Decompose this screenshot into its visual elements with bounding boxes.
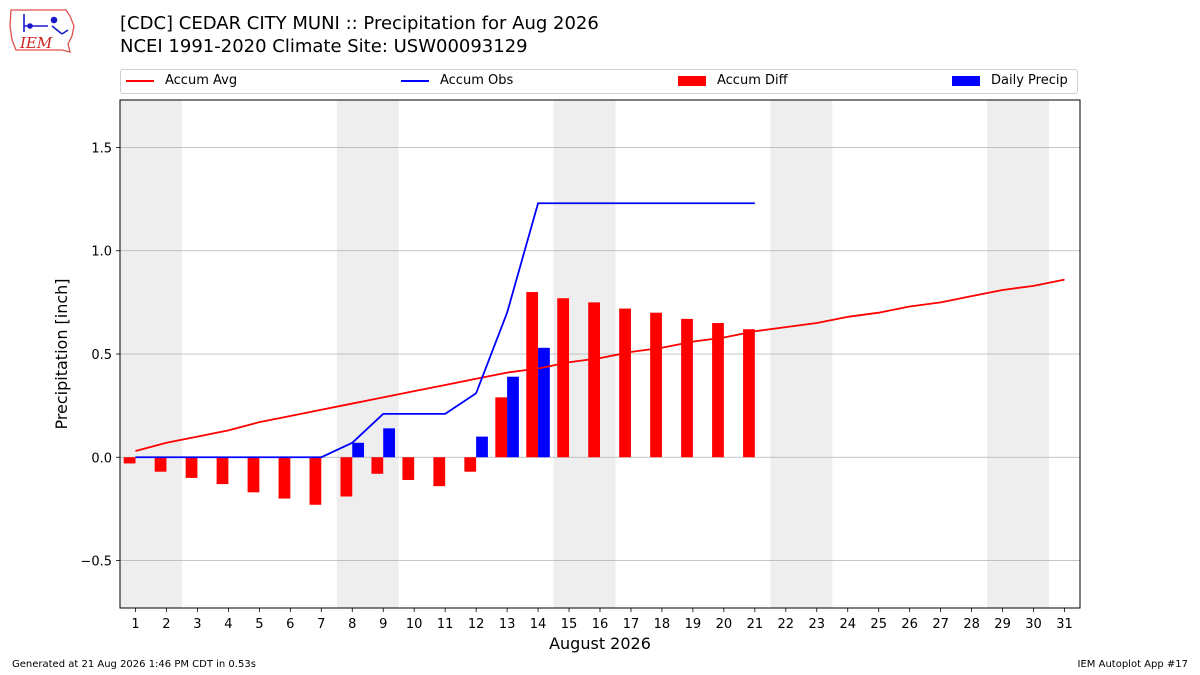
- accum-diff-bar: [185, 457, 198, 478]
- x-tick-label: 13: [499, 617, 516, 632]
- x-tick-label: 27: [932, 617, 949, 632]
- title-line-1: [CDC] CEDAR CITY MUNI :: Precipitation f…: [120, 13, 599, 34]
- x-tick-label: 25: [870, 617, 887, 632]
- app-credit: IEM Autoplot App #17: [1077, 659, 1188, 670]
- weather-station-icon: [23, 14, 69, 35]
- x-tick-label: 20: [716, 617, 733, 632]
- accum-diff-bar: [154, 457, 167, 472]
- x-tick-label: 28: [963, 617, 980, 632]
- legend-swatch-daily-precip: [952, 75, 980, 86]
- accum-diff-bar: [495, 397, 508, 458]
- x-tick-label: 3: [193, 617, 201, 632]
- x-tick-label: 31: [1056, 617, 1073, 632]
- title-line-2: NCEI 1991-2020 Climate Site: USW00093129: [120, 36, 528, 57]
- daily-precip-bar: [507, 376, 519, 458]
- x-tick-label: 18: [654, 617, 671, 632]
- legend-item-accum-avg: Accum Avg: [126, 73, 237, 88]
- accum-diff-bar: [371, 457, 384, 474]
- accum-diff-bar: [216, 457, 229, 485]
- legend-label-accum-avg: Accum Avg: [165, 73, 238, 88]
- x-tick-label: 24: [839, 617, 856, 632]
- chart-title: [CDC] CEDAR CITY MUNI :: Precipitation f…: [120, 12, 599, 58]
- y-tick-label: 1.5: [91, 141, 112, 156]
- legend-item-accum-obs: Accum Obs: [401, 73, 513, 88]
- daily-precip-bar: [538, 347, 550, 458]
- accum-diff-bar: [433, 457, 446, 487]
- accum-diff-bar: [402, 457, 415, 480]
- daily-precip-bar: [476, 436, 488, 458]
- x-tick-label: 6: [286, 617, 294, 632]
- y-tick-label: −0.5: [80, 555, 112, 570]
- accum-diff-bar: [712, 323, 724, 458]
- x-tick-label: 1: [131, 617, 139, 632]
- accum-diff-bar: [309, 457, 322, 505]
- legend-label-accum-obs: Accum Obs: [440, 73, 514, 88]
- accum-diff-bar: [526, 292, 539, 458]
- x-tick-label: 2: [162, 617, 170, 632]
- x-tick-label: 10: [406, 617, 423, 632]
- accum-diff-bar: [278, 457, 291, 499]
- x-tick-label: 29: [994, 617, 1011, 632]
- legend-swatch-accum-obs: [401, 79, 429, 82]
- accum-diff-bar: [340, 457, 353, 497]
- legend-label-accum-diff: Accum Diff: [717, 73, 788, 88]
- x-tick-label: 5: [255, 617, 263, 632]
- x-tick-label: 12: [468, 617, 485, 632]
- x-tick-label: 30: [1025, 617, 1042, 632]
- x-tick-label: 21: [747, 617, 764, 632]
- daily-precip-bar: [352, 442, 365, 458]
- y-tick-label: 0.5: [91, 348, 112, 363]
- accum-diff-bar: [650, 312, 662, 458]
- accum-diff-bar: [743, 329, 755, 458]
- x-tick-label: 4: [224, 617, 232, 632]
- accum-obs-line: [135, 202, 755, 459]
- legend-swatch-accum-avg: [126, 79, 154, 82]
- x-tick-label: 7: [317, 617, 325, 632]
- x-tick-label: 22: [778, 617, 795, 632]
- x-tick-label: 8: [348, 617, 356, 632]
- x-tick-label: 19: [685, 617, 702, 632]
- accum-avg-line: [135, 278, 1065, 452]
- legend-swatch-accum-diff: [678, 75, 706, 86]
- plot-frame: [119, 99, 1081, 609]
- daily-precip-bar: [383, 428, 395, 458]
- x-tick-label: 26: [901, 617, 918, 632]
- accum-diff-bar: [588, 302, 600, 458]
- accum-diff-bar: [247, 457, 260, 493]
- x-tick-label: 17: [623, 617, 640, 632]
- x-tick-label: 11: [437, 617, 454, 632]
- x-tick-label: 14: [530, 617, 547, 632]
- generated-timestamp: Generated at 21 Aug 2026 1:46 PM CDT in …: [12, 659, 256, 670]
- logo-text: IEM: [19, 34, 53, 52]
- x-axis-label: August 2026: [549, 634, 651, 653]
- iowa-outline-icon: [9, 9, 75, 53]
- x-tick-label: 23: [809, 617, 826, 632]
- chart-legend: Accum Avg Accum Obs Accum Diff Daily Pre…: [120, 69, 1078, 94]
- accum-diff-bar: [619, 308, 631, 458]
- x-tick-label: 15: [561, 617, 578, 632]
- accum-diff-bar: [123, 457, 136, 464]
- y-tick-label: 0.0: [91, 451, 112, 466]
- iem-logo: IEM: [9, 9, 75, 53]
- legend-item-daily-precip: Daily Precip: [952, 73, 1068, 88]
- accum-diff-bar: [464, 457, 477, 472]
- y-axis-label: Precipitation [inch]: [52, 278, 71, 429]
- x-tick-label: 16: [592, 617, 609, 632]
- x-tick-label: 9: [379, 617, 387, 632]
- legend-label-daily-precip: Daily Precip: [991, 73, 1068, 88]
- legend-item-accum-diff: Accum Diff: [678, 73, 788, 88]
- y-tick-label: 1.0: [91, 245, 112, 260]
- accum-diff-bar: [557, 298, 570, 458]
- accum-diff-bar: [681, 318, 693, 458]
